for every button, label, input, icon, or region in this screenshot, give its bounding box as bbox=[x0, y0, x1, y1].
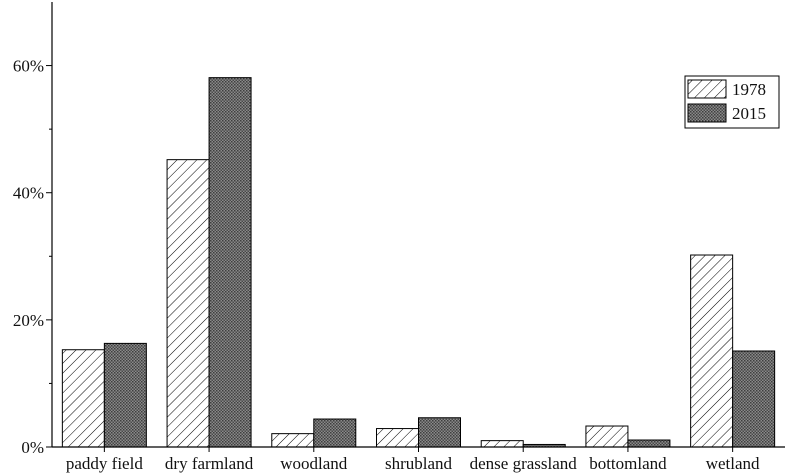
legend: 1978 2015 bbox=[684, 75, 780, 129]
x-tick-label: wetland bbox=[706, 454, 760, 473]
bar-1978-woodland bbox=[271, 433, 315, 448]
bar-1978-paddy-field bbox=[61, 349, 105, 448]
bar-2015-wetland bbox=[732, 350, 776, 448]
legend-label-1978: 1978 bbox=[732, 80, 766, 99]
bar-1978-shrubland bbox=[376, 428, 419, 448]
bar-1978-bottomland bbox=[585, 425, 629, 448]
x-tick-label: paddy field bbox=[66, 454, 143, 473]
bar-1978-wetland bbox=[690, 254, 734, 448]
legend-swatch-2015 bbox=[687, 103, 727, 123]
x-tick-label: woodland bbox=[280, 454, 348, 473]
bar-2015-dry-farmland bbox=[208, 77, 252, 448]
bar-2015-woodland bbox=[313, 418, 357, 448]
bar-1978-dry-farmland bbox=[166, 159, 210, 448]
legend-swatch-1978 bbox=[687, 79, 727, 99]
y-tick-label: 60% bbox=[13, 57, 44, 76]
x-tick-label: bottomland bbox=[589, 454, 667, 473]
y-tick-label: 40% bbox=[13, 184, 44, 203]
legend-label-2015: 2015 bbox=[732, 104, 766, 123]
y-tick-label: 20% bbox=[13, 311, 44, 330]
bar-1978-dense-grassland bbox=[480, 440, 524, 448]
plot-area: paddy field dry farmland woodland shrubland… bbox=[13, 2, 785, 473]
bar-2015-bottomland bbox=[627, 439, 671, 448]
y-tick-label: 0% bbox=[21, 438, 44, 457]
x-tick-label: dry farmland bbox=[165, 454, 254, 473]
bar-2015-paddy-field bbox=[103, 342, 147, 448]
bar-2015-shrubland bbox=[418, 417, 461, 448]
x-tick-label: shrubland bbox=[385, 454, 453, 473]
x-tick-label: dense grassland bbox=[470, 454, 578, 473]
